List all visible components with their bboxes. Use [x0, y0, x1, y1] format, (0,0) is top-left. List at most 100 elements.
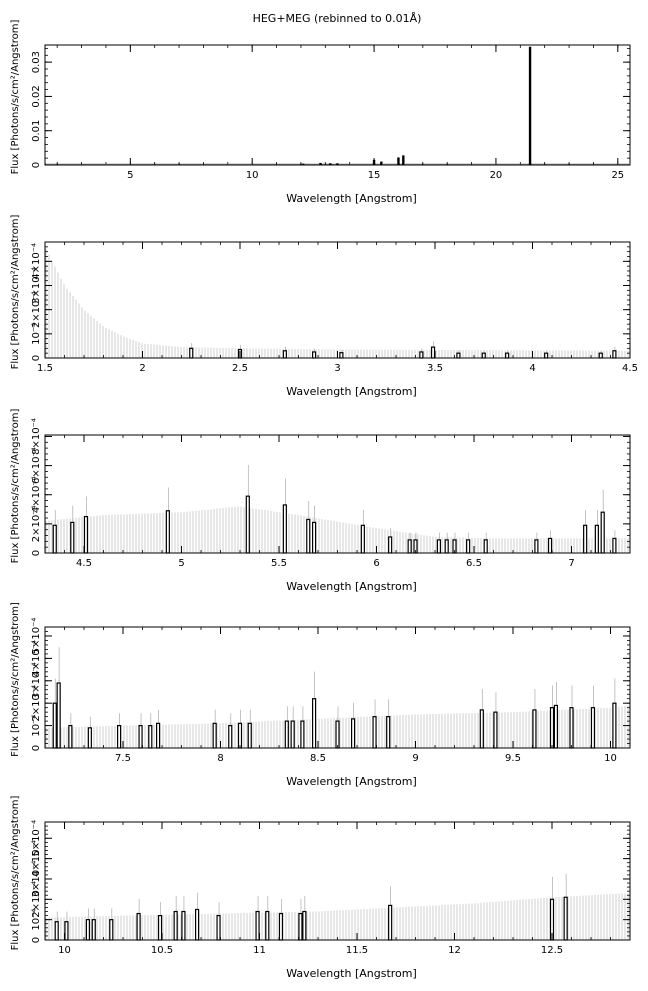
line-bin — [479, 709, 484, 749]
x-tick-label: 7 — [568, 558, 574, 569]
line-bin — [544, 352, 549, 359]
y-tick-label: 2×10⁻⁴ — [31, 881, 42, 918]
line-bin — [583, 524, 588, 554]
line-bin — [483, 539, 488, 554]
line-bin — [181, 910, 186, 941]
x-tick-label: 8 — [217, 753, 223, 764]
line-bin — [407, 539, 412, 554]
line-bin — [212, 722, 217, 749]
line-bin — [302, 163, 305, 165]
line-bin — [70, 521, 75, 554]
x-tick-label: 12.5 — [541, 945, 563, 956]
y-axis-label: Flux [Photons/s/cm²/Angstrom] — [10, 215, 21, 370]
y-tick-label: 4×10⁻⁴ — [31, 640, 42, 677]
y-axis-label: Flux [Photons/s/cm²/Angstrom] — [10, 796, 21, 951]
line-bin — [335, 720, 340, 749]
x-tick-label: 9.5 — [505, 753, 521, 764]
panel-2: 1.5 2 2.5 3 3.5 4 4.5 0 10⁻⁴2×10⁻⁴3×10⁻⁴4×10⁻⁴ Wa… — [10, 215, 638, 398]
line-bin — [138, 724, 143, 749]
line-bin — [598, 352, 603, 359]
line-bin — [255, 910, 260, 941]
line-bin — [247, 722, 252, 749]
line-bin — [534, 539, 539, 554]
line-bin — [265, 910, 270, 941]
line-bin — [237, 722, 243, 749]
x-axis-label: Wavelength [Angstrom] — [286, 580, 417, 593]
panel-1: 5 10 15 20 25 0 0.01 0.02 0.03 Wavelength [Angstr… — [10, 20, 631, 205]
line-bin — [189, 347, 194, 359]
y-tick-label: 2×10⁻⁴ — [31, 685, 42, 722]
y-axis-label: Flux [Photons/s/cm²/Angstrom] — [10, 409, 21, 564]
y-tick-label: 0 — [31, 355, 42, 361]
y-tick-label: 10⁻⁴ — [31, 323, 42, 345]
line-bin — [136, 912, 141, 941]
x-tick-label: 10.5 — [151, 945, 173, 956]
line-bin — [56, 682, 61, 749]
line-bin — [278, 912, 284, 941]
x-axis-label: Wavelength [Angstrom] — [286, 775, 417, 788]
line-bin — [590, 707, 596, 749]
line-bin — [195, 908, 200, 941]
x-tick-label: 2.5 — [232, 363, 248, 374]
x-tick-label: 4.5 — [622, 363, 638, 374]
y-tick-label: 0.03 — [31, 51, 42, 73]
line-bin — [360, 524, 365, 554]
line-bin — [300, 720, 305, 749]
continuum-bins — [45, 248, 629, 358]
line-bin — [563, 896, 568, 941]
line-bin — [351, 718, 356, 749]
line-bin — [430, 346, 436, 359]
line-bin — [553, 704, 559, 749]
line-bin — [569, 707, 574, 749]
line-bin — [612, 350, 617, 359]
panel-3: 4.5 5 5.5 6 6.5 7 0 2×10⁻⁴4×10⁻⁴6×10⁻⁴8×10⁻⁴ Wav… — [10, 409, 631, 593]
line-bin — [547, 537, 553, 554]
line-bin — [336, 163, 339, 165]
x-axis-label: Wavelength [Angstrom] — [286, 385, 417, 398]
line-bin — [528, 46, 532, 165]
y-tick-label: 3×10⁻⁴ — [31, 861, 42, 898]
line-bin — [165, 510, 170, 554]
y-tick-label: 4×10⁻⁴ — [31, 243, 42, 280]
x-tick-label: 3 — [334, 363, 340, 374]
x-tick-label: 15 — [368, 170, 381, 181]
line-bin — [148, 724, 153, 749]
line-bin — [456, 352, 461, 359]
line-bin — [284, 720, 289, 749]
line-bin — [481, 352, 486, 359]
line-bin — [328, 163, 332, 165]
x-tick-label: 5 — [127, 170, 133, 181]
x-tick-label: 10 — [58, 945, 71, 956]
line-bin — [91, 919, 96, 941]
line-bin — [549, 707, 555, 749]
x-tick-label: 9 — [412, 753, 418, 764]
line-bin — [600, 511, 605, 554]
x-tick-label: 20 — [490, 170, 503, 181]
line-bin — [68, 724, 73, 749]
line-bin — [83, 515, 89, 554]
x-tick-label: 10 — [604, 753, 617, 764]
y-tick-label: 0 — [31, 550, 42, 556]
line-bin — [64, 921, 69, 941]
y-tick-label: 0.02 — [31, 85, 42, 107]
line-bin — [245, 495, 250, 554]
x-tick-label: 5.5 — [271, 558, 287, 569]
line-bin — [298, 912, 303, 941]
continuum-bins — [45, 506, 629, 553]
x-tick-label: 1.5 — [37, 363, 53, 374]
line-bin — [306, 518, 311, 554]
line-bin — [282, 350, 287, 359]
x-tick-label: 4 — [529, 363, 535, 374]
line-bin — [532, 709, 537, 749]
line-bin — [87, 727, 92, 749]
line-bin — [116, 724, 122, 749]
x-tick-label: 12 — [448, 945, 461, 956]
line-bin — [612, 537, 617, 554]
line-bin — [612, 702, 617, 749]
line-bin — [319, 162, 322, 165]
line-bin — [157, 914, 163, 941]
y-axis-label: Flux [Photons/s/cm²/Angstrom] — [10, 602, 21, 757]
y-tick-label: 3×10⁻⁴ — [31, 662, 42, 699]
x-tick-label: 3.5 — [427, 363, 443, 374]
x-tick-label: 4.5 — [76, 558, 92, 569]
